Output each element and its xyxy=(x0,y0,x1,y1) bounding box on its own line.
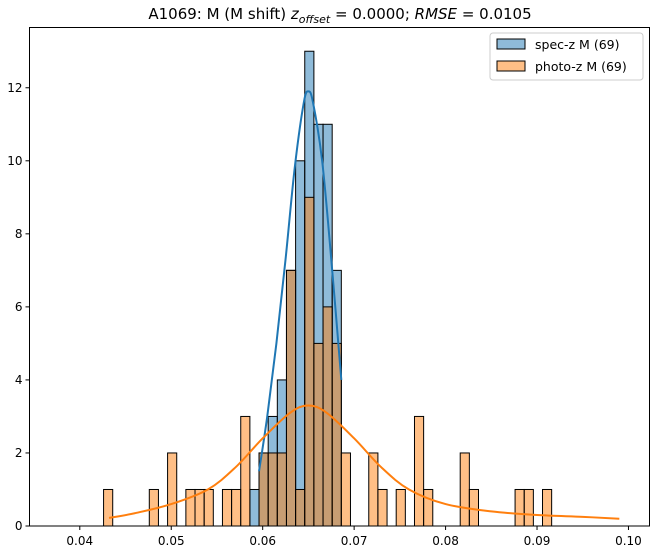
bar-photo-z xyxy=(203,488,214,527)
legend-swatch-photo-z xyxy=(496,60,526,72)
kde-line-photo-z xyxy=(108,404,620,520)
histogram-bars xyxy=(103,50,553,527)
bar-photo-z xyxy=(221,488,233,527)
bar-photo-z xyxy=(185,488,196,527)
x-tick-label: 0.09 xyxy=(524,534,551,548)
y-tick-label: 0 xyxy=(15,519,23,533)
kde-line-spec-z xyxy=(258,90,343,472)
y-tick-label: 12 xyxy=(7,81,22,95)
bar-photo-z xyxy=(468,488,479,527)
bar-photo-z xyxy=(231,488,242,527)
bar-photo-z xyxy=(103,488,114,527)
x-tick-label: 0.05 xyxy=(158,534,185,548)
bar-photo-z xyxy=(395,488,406,527)
legend-label-spec-z: spec-z M (69) xyxy=(535,37,619,52)
x-tick-label: 0.10 xyxy=(615,534,642,548)
y-axis: 0 2 4 6 8 10 12 xyxy=(7,81,30,533)
bar-photo-z xyxy=(377,488,388,527)
bar-photo-z xyxy=(523,488,534,527)
bar-photo-z xyxy=(340,452,351,527)
bar-photo-z xyxy=(276,452,287,527)
bar-photo-z xyxy=(459,452,470,527)
x-tick-label: 0.07 xyxy=(341,534,368,548)
bar-spec-z xyxy=(249,488,260,527)
y-tick-label: 2 xyxy=(15,446,23,460)
y-tick-label: 8 xyxy=(15,227,23,241)
bar-photo-z xyxy=(542,488,553,527)
y-tick-label: 10 xyxy=(7,154,22,168)
legend-label-photo-z: photo-z M (69) xyxy=(535,59,627,74)
bar-spec-z xyxy=(295,160,306,527)
chart-title: A1069: M (M shift) zoffset = 0.0000; RMS… xyxy=(148,5,531,26)
bar-photo-z xyxy=(313,342,324,527)
x-tick-label: 0.08 xyxy=(432,534,459,548)
legend-box xyxy=(489,32,644,81)
y-tick-label: 6 xyxy=(15,300,23,314)
x-tick-label: 0.04 xyxy=(66,534,93,548)
bar-photo-z xyxy=(167,452,178,527)
bar-photo-z xyxy=(240,415,251,527)
bar-photo-z xyxy=(267,452,278,527)
x-tick-label: 0.06 xyxy=(249,534,276,548)
legend: spec-z M (69) photo-z M (69) xyxy=(489,32,644,81)
kde-curves xyxy=(108,90,620,520)
bar-photo-z xyxy=(423,488,434,527)
y-tick-label: 4 xyxy=(15,373,23,387)
x-axis: 0.04 0.05 0.06 0.07 0.08 0.09 0.10 xyxy=(66,526,642,548)
bar-photo-z xyxy=(514,488,525,527)
legend-swatch-spec-z xyxy=(496,38,526,50)
bar-photo-z xyxy=(285,269,297,527)
bar-photo-z xyxy=(413,415,425,527)
bar-photo-z xyxy=(295,488,306,527)
plot-frame xyxy=(29,27,650,527)
bar-photo-z xyxy=(304,196,315,527)
